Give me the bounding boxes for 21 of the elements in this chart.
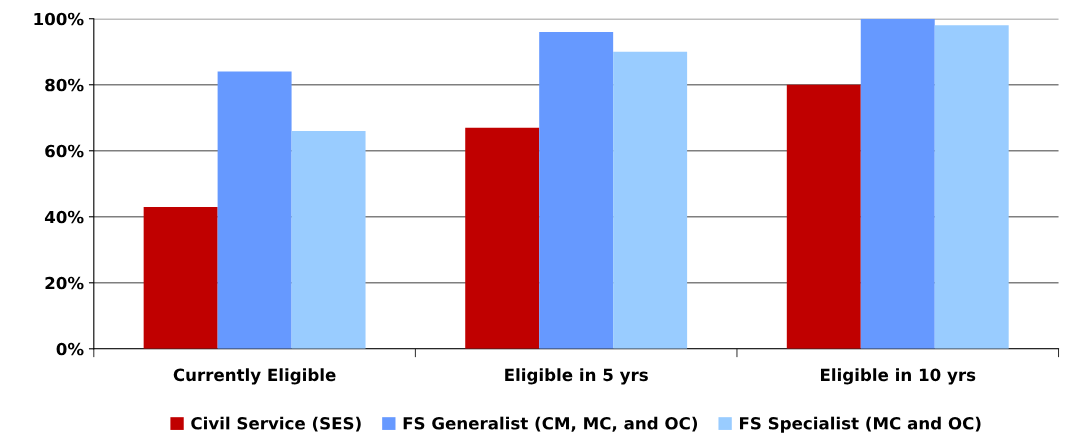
bar — [539, 31, 614, 349]
legend-label: FS Generalist (CM, MC, and OC) — [403, 416, 698, 432]
legend-label: Civil Service (SES) — [191, 416, 361, 432]
x-tick-label: Eligible in 5 yrs — [505, 368, 648, 385]
y-tick-label: 100% — [34, 12, 84, 26]
x-tick-label: Eligible in 10 yrs — [820, 368, 976, 385]
y-tick-label: 80% — [45, 78, 84, 92]
bar — [465, 127, 540, 349]
y-tick-label: 20% — [45, 276, 84, 290]
legend-label: FS Specialist (MC and OC) — [739, 416, 981, 433]
bar — [934, 25, 1009, 349]
bar — [291, 130, 366, 349]
y-tick-label: 0% — [56, 342, 84, 356]
y-tick-label: 60% — [45, 144, 84, 158]
bar — [143, 206, 218, 349]
y-tick-label: 40% — [44, 210, 84, 224]
x-tick-label: Currently Eligible — [173, 368, 336, 385]
bar — [613, 51, 688, 349]
bar — [217, 71, 292, 349]
bar — [786, 84, 861, 349]
bar — [860, 18, 935, 349]
